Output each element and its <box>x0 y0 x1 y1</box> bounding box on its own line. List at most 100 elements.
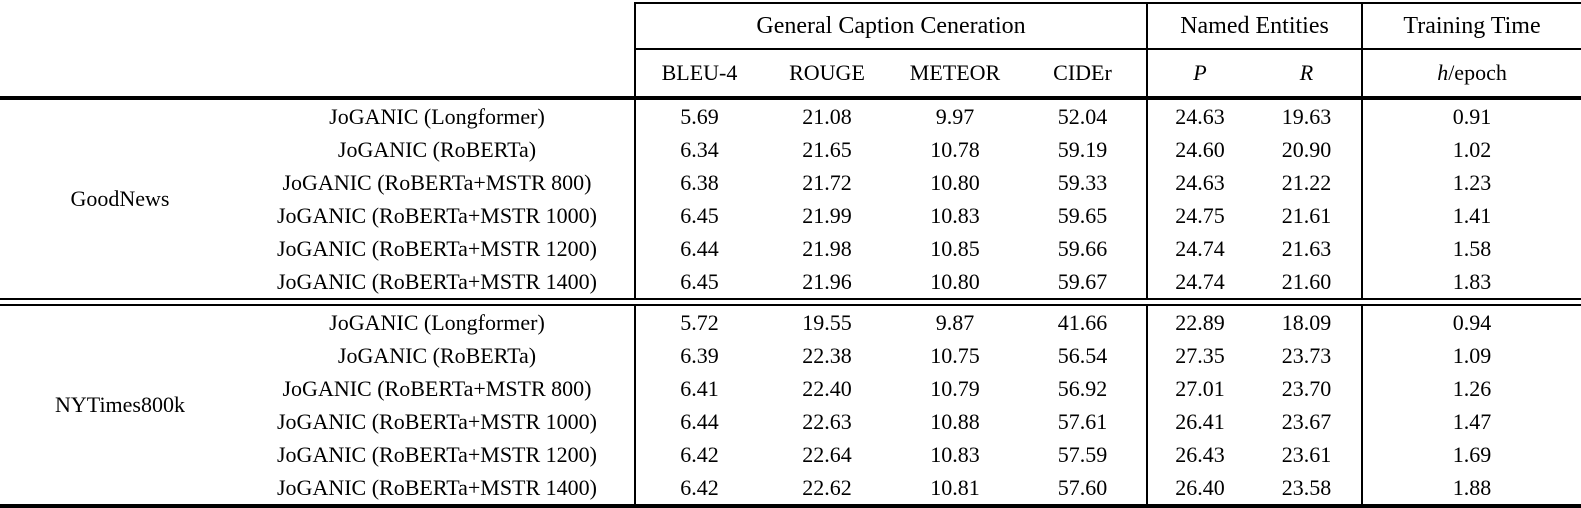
table-row: JoGANIC (RoBERTa+MSTR 800) 6.38 21.72 10.80… <box>0 166 1581 199</box>
metric-value-cell: 24.63 <box>1146 98 1252 133</box>
metric-value-cell: 1.41 <box>1361 199 1581 232</box>
metric-value-cell: 20.90 <box>1281 137 1332 162</box>
metric-value-cell: 52.04 <box>1057 104 1108 129</box>
section-divider <box>0 298 1581 306</box>
metric-value-cell: 10.83 <box>930 203 980 228</box>
group-header: Named Entities <box>1145 2 1363 50</box>
metric-value-cell: 24.63 <box>1146 166 1252 199</box>
metric-value-cell: 27.01 <box>1146 372 1252 405</box>
table-row: JoGANIC (RoBERTa+MSTR 1000) 6.44 22.63 10.8… <box>0 405 1581 438</box>
metric-value-cell: 0.91 <box>1361 98 1581 133</box>
column-header: CIDEr <box>1019 49 1147 100</box>
metric-value-cell: 6.34 <box>634 133 763 166</box>
column-header-label: /epoch <box>1448 60 1507 85</box>
column-header-label: ROUGE <box>789 60 865 85</box>
metric-value-cell: 23.58 <box>1281 475 1332 500</box>
metric-value-cell: 6.44 <box>634 232 763 265</box>
metric-value-cell: 22.62 <box>802 475 852 500</box>
column-header: METEOR <box>891 49 1019 100</box>
column-header-italic-part: h <box>1437 60 1449 85</box>
metric-value-cell: 26.41 <box>1146 405 1252 438</box>
model-name-cell: JoGANIC (RoBERTa) <box>337 343 537 368</box>
metric-value-cell: 5.72 <box>634 305 763 339</box>
metric-value-cell: 6.45 <box>634 265 763 299</box>
metric-value-cell: 27.35 <box>1146 339 1252 372</box>
metric-value-cell: 10.80 <box>930 269 980 294</box>
metric-value-cell: 1.09 <box>1361 339 1581 372</box>
metric-value-cell: 23.73 <box>1281 343 1332 368</box>
metric-value-cell: 6.45 <box>634 199 763 232</box>
dataset-label: GoodNews <box>70 186 170 211</box>
metric-value-cell: 21.60 <box>1281 269 1332 294</box>
metric-value-cell: 57.61 <box>1057 409 1108 434</box>
table-row: JoGANIC (RoBERTa+MSTR 1200) 6.42 22.64 10.8… <box>0 438 1581 471</box>
metric-value-cell: 59.66 <box>1057 236 1108 261</box>
model-name-cell: JoGANIC (RoBERTa+MSTR 800) <box>282 376 592 401</box>
table-body: GoodNews JoGANIC (Longformer) 5.69 21.08 9.9… <box>0 98 1581 506</box>
metric-value-cell: 6.38 <box>634 166 763 199</box>
metric-value-cell: 18.09 <box>1281 310 1332 335</box>
metric-value-cell: 22.63 <box>802 409 852 434</box>
metric-value-cell: 24.74 <box>1146 232 1252 265</box>
model-name-cell: JoGANIC (Longformer) <box>329 104 545 129</box>
model-name-cell: JoGANIC (RoBERTa+MSTR 1200) <box>277 236 597 261</box>
metric-value-cell: 21.63 <box>1281 236 1332 261</box>
metric-value-cell: 1.83 <box>1361 265 1581 299</box>
model-name-cell: JoGANIC (RoBERTa+MSTR 1200) <box>277 442 597 467</box>
column-header: h/epoch <box>1361 49 1581 100</box>
metric-value-cell: 21.22 <box>1281 170 1332 195</box>
metric-value-cell: 10.81 <box>930 475 980 500</box>
metric-value-cell: 24.60 <box>1146 133 1252 166</box>
column-header: P <box>1146 49 1252 100</box>
metric-value-cell: 10.88 <box>930 409 980 434</box>
group-header-row: General Caption Ceneration Named Entities… <box>0 2 1581 50</box>
model-name-cell: JoGANIC (RoBERTa+MSTR 1400) <box>277 475 597 500</box>
metric-value-cell: 21.96 <box>802 269 852 294</box>
model-name-cell: JoGANIC (RoBERTa+MSTR 1400) <box>277 269 597 294</box>
metric-value-cell: 19.55 <box>802 310 852 335</box>
metric-value-cell: 9.97 <box>935 104 975 129</box>
group-header: General Caption Ceneration <box>634 2 1147 50</box>
dataset-label: NYTimes800k <box>55 392 185 417</box>
metric-value-cell: 56.54 <box>1057 343 1108 368</box>
group-header: Training Time <box>1361 2 1581 50</box>
metric-value-cell: 21.08 <box>802 104 852 129</box>
metric-value-cell: 57.59 <box>1057 442 1108 467</box>
metric-value-cell: 26.40 <box>1146 471 1252 506</box>
metric-value-cell: 23.61 <box>1281 442 1332 467</box>
metric-value-cell: 19.63 <box>1281 104 1332 129</box>
metric-value-cell: 59.65 <box>1057 203 1108 228</box>
metric-value-cell: 1.58 <box>1361 232 1581 265</box>
corner-spacer <box>0 3 635 49</box>
table-row: NYTimes800k JoGANIC (Longformer) 5.72 19.55… <box>0 305 1581 417</box>
model-name-cell: JoGANIC (RoBERTa+MSTR 1000) <box>277 409 597 434</box>
metric-value-cell: 57.60 <box>1057 475 1108 500</box>
metric-value-cell: 24.75 <box>1146 199 1252 232</box>
metric-value-cell: 10.80 <box>930 170 980 195</box>
column-header: ROUGE <box>763 49 891 100</box>
model-name-cell: JoGANIC (RoBERTa) <box>337 137 537 162</box>
metric-value-cell: 9.87 <box>935 310 975 335</box>
metric-value-cell: 1.88 <box>1361 471 1581 506</box>
corner-spacer <box>0 49 635 100</box>
metric-value-cell: 10.85 <box>930 236 980 261</box>
column-header: BLEU-4 <box>634 49 763 100</box>
model-name-cell: JoGANIC (RoBERTa+MSTR 1000) <box>277 203 597 228</box>
metric-value-cell: 22.38 <box>802 343 852 368</box>
metric-value-cell: 23.67 <box>1281 409 1332 434</box>
metric-value-cell: 22.89 <box>1146 305 1252 339</box>
metric-value-cell: 59.33 <box>1057 170 1108 195</box>
metric-value-cell: 6.41 <box>634 372 763 405</box>
metric-value-cell: 56.92 <box>1057 376 1108 401</box>
column-header-label: CIDEr <box>1053 60 1112 85</box>
metric-value-cell: 59.67 <box>1057 269 1108 294</box>
metric-value-cell: 24.74 <box>1146 265 1252 299</box>
table-row: JoGANIC (RoBERTa+MSTR 1000) 6.45 21.99 10.8… <box>0 199 1581 232</box>
metric-value-cell: 6.42 <box>634 471 763 506</box>
table-row: JoGANIC (RoBERTa) 6.34 21.65 10.78 59.19 24.6… <box>0 133 1581 166</box>
model-name-cell: JoGANIC (Longformer) <box>329 310 545 335</box>
metric-value-cell: 1.02 <box>1361 133 1581 166</box>
metric-value-cell: 23.70 <box>1281 376 1332 401</box>
metric-value-cell: 6.42 <box>634 438 763 471</box>
